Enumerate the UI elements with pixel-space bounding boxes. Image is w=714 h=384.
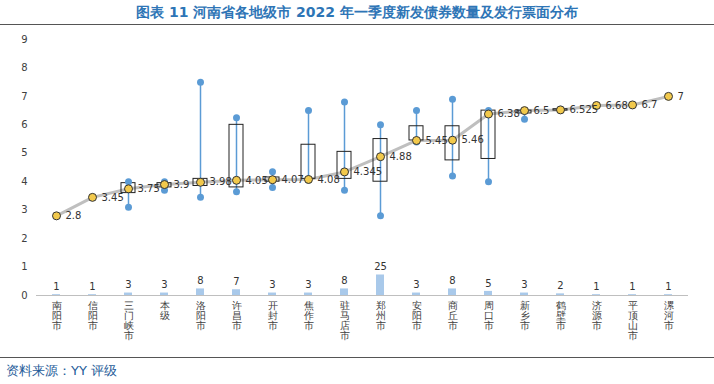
- svg-text:3: 3: [305, 279, 311, 290]
- svg-text:7: 7: [233, 276, 239, 287]
- svg-text:1: 1: [593, 281, 599, 292]
- svg-text:6.7: 6.7: [642, 99, 658, 110]
- svg-text:3.75: 3.75: [138, 183, 160, 194]
- svg-text:焦作市: 焦作市: [303, 300, 314, 331]
- svg-text:8: 8: [341, 275, 347, 286]
- svg-text:6.68: 6.68: [606, 100, 628, 111]
- svg-text:3: 3: [521, 279, 527, 290]
- svg-text:8: 8: [21, 62, 27, 73]
- svg-text:5.46: 5.46: [462, 134, 484, 145]
- svg-text:6.5: 6.5: [534, 105, 550, 116]
- svg-text:7: 7: [678, 91, 684, 102]
- svg-text:8: 8: [449, 275, 455, 286]
- svg-text:三门峡市: 三门峡市: [124, 300, 134, 341]
- svg-text:3.98: 3.98: [210, 176, 232, 187]
- svg-text:8: 8: [197, 275, 203, 286]
- svg-text:3: 3: [161, 279, 167, 290]
- svg-text:1: 1: [21, 261, 27, 272]
- svg-text:济源市: 济源市: [592, 300, 602, 331]
- svg-text:4.07: 4.07: [282, 174, 304, 185]
- svg-text:2: 2: [21, 233, 27, 244]
- svg-text:5: 5: [485, 278, 491, 289]
- svg-text:2.8: 2.8: [66, 210, 82, 221]
- svg-text:6: 6: [21, 119, 27, 130]
- svg-text:1: 1: [53, 281, 59, 292]
- svg-text:7: 7: [21, 91, 27, 102]
- svg-text:3: 3: [21, 204, 27, 215]
- svg-text:漯河市: 漯河市: [664, 300, 674, 331]
- svg-text:3.9: 3.9: [174, 179, 190, 190]
- svg-text:信阳市: 信阳市: [88, 300, 98, 331]
- svg-text:3: 3: [269, 279, 275, 290]
- svg-text:1: 1: [665, 281, 671, 292]
- svg-text:洛阳市: 洛阳市: [196, 300, 206, 331]
- svg-text:3.45: 3.45: [102, 192, 124, 203]
- svg-text:新乡市: 新乡市: [520, 300, 530, 331]
- svg-text:许昌市: 许昌市: [232, 300, 242, 331]
- svg-text:6.38: 6.38: [498, 108, 520, 119]
- svg-text:4.05: 4.05: [246, 175, 268, 186]
- svg-text:本级: 本级: [160, 300, 170, 321]
- svg-text:南阳市: 南阳市: [52, 300, 62, 331]
- svg-text:2: 2: [557, 280, 563, 291]
- svg-text:商丘市: 商丘市: [448, 300, 458, 331]
- svg-text:4.08: 4.08: [318, 174, 340, 185]
- svg-text:郑州市: 郑州市: [376, 300, 386, 331]
- svg-text:4.345: 4.345: [354, 166, 383, 177]
- svg-text:驻马店市: 驻马店市: [340, 300, 350, 341]
- svg-text:平顶山市: 平顶山市: [628, 300, 638, 341]
- svg-text:鹤壁市: 鹤壁市: [556, 300, 566, 331]
- svg-text:开封市: 开封市: [268, 300, 278, 331]
- svg-text:4: 4: [21, 176, 27, 187]
- html-text:资料来源：YY 评级: 资料来源：YY 评级: [6, 363, 117, 378]
- svg-text:周口市: 周口市: [484, 300, 494, 331]
- svg-text:5: 5: [21, 147, 27, 158]
- svg-text:6.525: 6.525: [570, 104, 599, 115]
- svg-text:9: 9: [21, 34, 27, 45]
- svg-text:4.88: 4.88: [390, 151, 412, 162]
- svg-text:3: 3: [413, 279, 419, 290]
- svg-text:1: 1: [89, 281, 95, 292]
- svg-text:25: 25: [374, 261, 387, 272]
- svg-text:0: 0: [21, 290, 27, 301]
- svg-text:安阳市: 安阳市: [412, 300, 422, 331]
- html-text:图表 11 河南省各地级市 2022 年一季度新发债券数量及: 图表 11 河南省各地级市 2022 年一季度新发债券数量及发行票面分布: [136, 4, 578, 20]
- svg-text:3: 3: [125, 279, 131, 290]
- svg-text:5.45: 5.45: [426, 135, 448, 146]
- svg-text:1: 1: [629, 281, 635, 292]
